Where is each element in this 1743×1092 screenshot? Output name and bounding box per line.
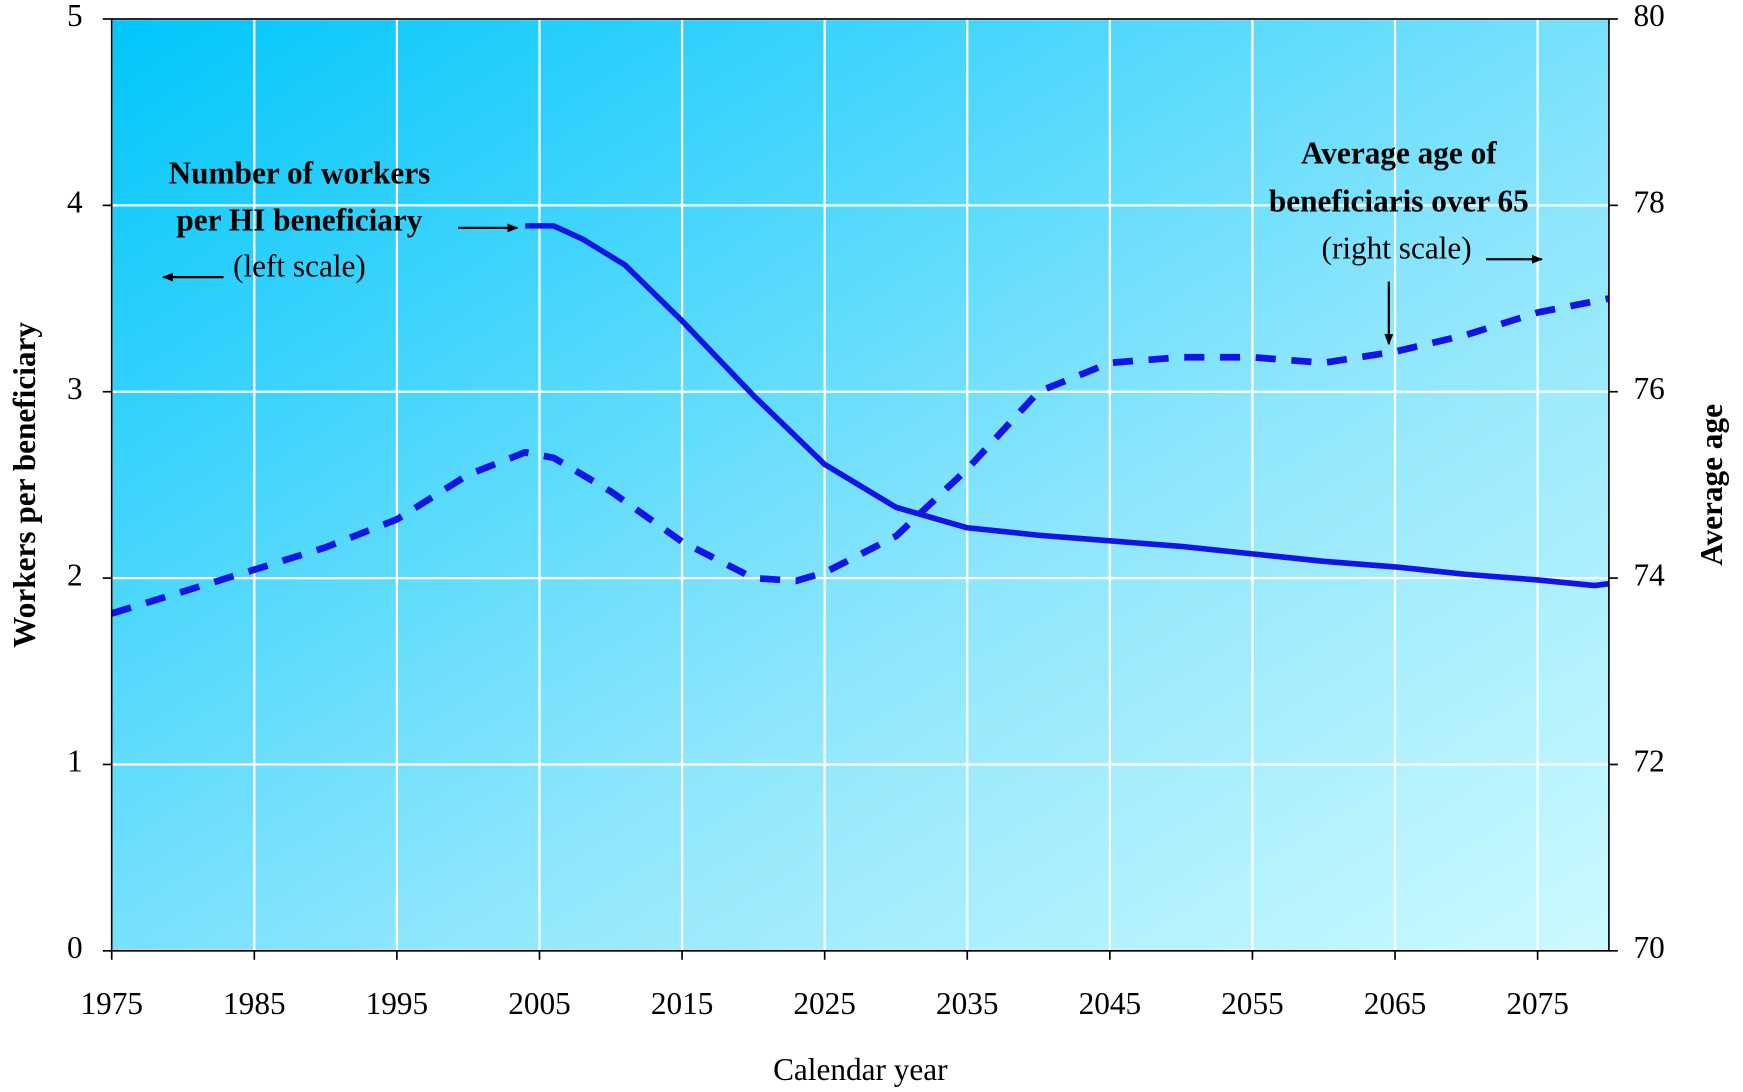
x-tick-label: 2045 bbox=[1079, 986, 1142, 1021]
annotation: (left scale) bbox=[233, 248, 366, 283]
y-axis-label: Workers per beneficiary bbox=[7, 322, 42, 648]
y2-tick-label: 80 bbox=[1633, 0, 1664, 33]
x-axis-label: Calendar year bbox=[773, 1052, 948, 1087]
y2-axis-label: Average age bbox=[1694, 404, 1729, 566]
y-tick-label: 1 bbox=[67, 744, 83, 779]
y2-tick-label: 70 bbox=[1633, 930, 1664, 965]
y2-tick-label: 78 bbox=[1633, 185, 1664, 220]
y-tick-label: 0 bbox=[67, 930, 83, 965]
y2-tick-label: 74 bbox=[1633, 557, 1665, 592]
annotation: Number of workers bbox=[169, 156, 431, 191]
x-tick-label: 2065 bbox=[1364, 986, 1427, 1021]
x-tick-label: 2005 bbox=[508, 986, 571, 1021]
annotation: beneficiaris over 65 bbox=[1269, 184, 1529, 219]
x-tick-label: 1985 bbox=[223, 986, 286, 1021]
x-tick-label: 2055 bbox=[1221, 986, 1284, 1021]
x-tick-label: 2015 bbox=[651, 986, 714, 1021]
plot-frame bbox=[110, 18, 1610, 952]
x-tick-label: 2025 bbox=[793, 986, 856, 1021]
annotation: Average age of bbox=[1301, 136, 1497, 171]
y-tick-label: 2 bbox=[67, 557, 83, 592]
y2-tick-label: 76 bbox=[1633, 371, 1664, 406]
y-tick-label: 4 bbox=[67, 185, 83, 220]
x-tick-label: 1975 bbox=[80, 986, 143, 1021]
y-tick-label: 3 bbox=[67, 371, 83, 406]
annotation: per HI beneficiary bbox=[176, 203, 422, 238]
x-tick-label: 2075 bbox=[1506, 986, 1569, 1021]
series-line bbox=[525, 223, 1610, 589]
annotation: (right scale) bbox=[1322, 231, 1472, 266]
y2-tick-label: 72 bbox=[1633, 744, 1664, 779]
x-tick-label: 2035 bbox=[936, 986, 999, 1021]
x-tick-label: 1995 bbox=[366, 986, 429, 1021]
y-tick-label: 5 bbox=[67, 0, 83, 33]
